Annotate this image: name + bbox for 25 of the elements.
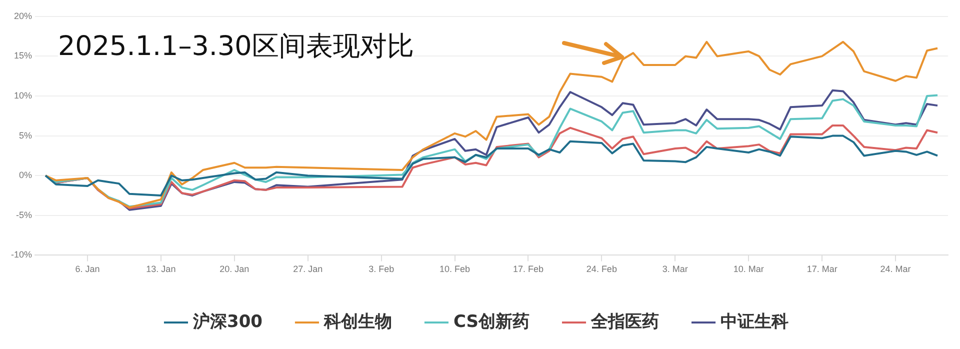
- x-tick-label: 3. Feb: [368, 264, 394, 274]
- y-tick-label: -10%: [10, 250, 32, 260]
- x-tick-label: 24. Mar: [880, 264, 911, 274]
- x-tick-label: 13. Jan: [146, 264, 176, 274]
- x-tick-label: 27. Jan: [293, 264, 323, 274]
- legend-label: 科创生物: [322, 312, 392, 332]
- legend-label: 全指医药: [590, 312, 660, 332]
- x-tick-label: 20. Jan: [220, 264, 250, 274]
- x-tick-label: 17. Mar: [806, 264, 838, 274]
- x-tick-label: 10. Mar: [733, 264, 764, 274]
- x-tick-label: 17. Feb: [512, 264, 544, 274]
- y-tick-label: 20%: [14, 10, 32, 21]
- x-tick-label: 3. Mar: [662, 264, 688, 274]
- legend-label: 中证生科: [720, 312, 789, 332]
- y-tick-label: 15%: [14, 50, 32, 61]
- y-tick-label: 0%: [18, 170, 32, 180]
- x-tick-label: 6. Jan: [75, 264, 100, 274]
- y-tick-label: -5%: [16, 210, 32, 220]
- text: 2025.1.1–3.30区间表现对比: [58, 28, 414, 64]
- legend-label: 沪深300: [192, 312, 263, 332]
- x-tick-label: 10. Feb: [440, 264, 470, 274]
- y-tick-label: 10%: [14, 90, 32, 100]
- y-tick-label: 5%: [18, 130, 32, 140]
- x-tick-label: 24. Feb: [586, 264, 617, 274]
- legend-label: CS创新药: [453, 312, 530, 332]
